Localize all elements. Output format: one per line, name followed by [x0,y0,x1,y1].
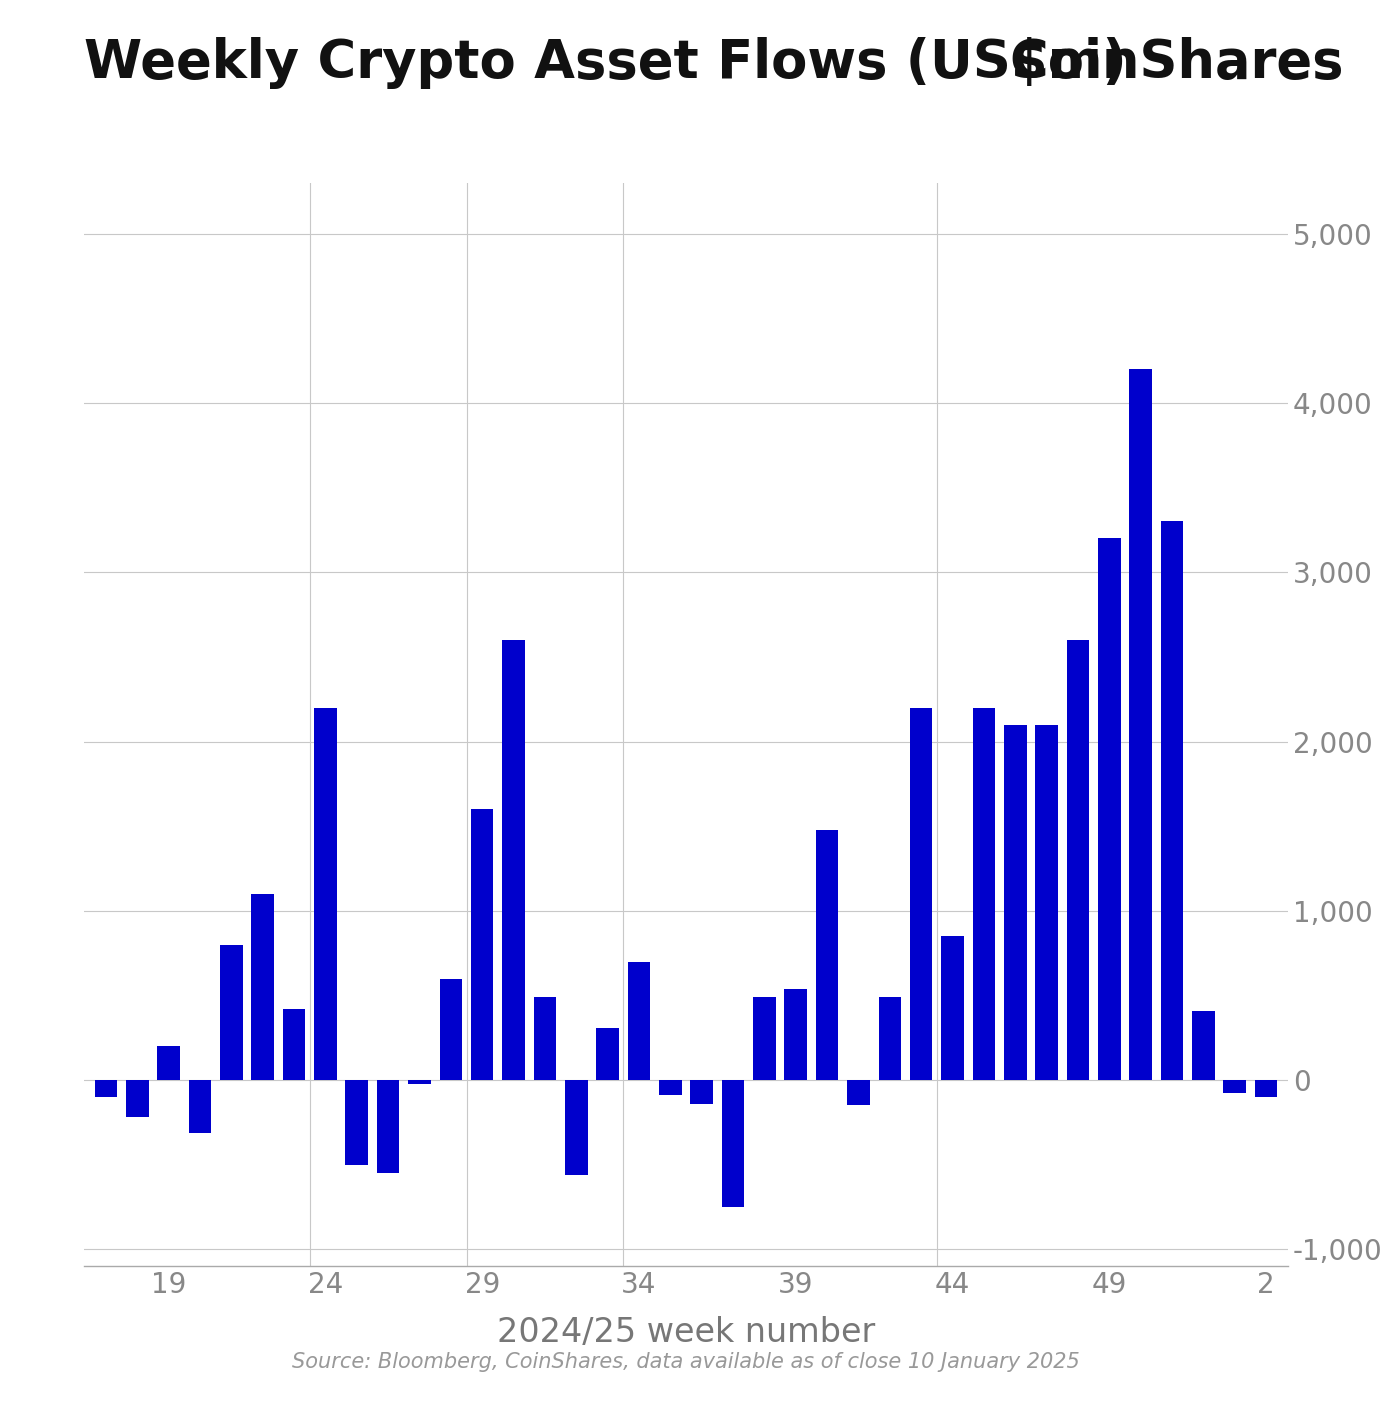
Bar [1191,1010,1215,1081]
Bar [533,998,556,1081]
Bar [1161,522,1183,1081]
Bar [346,1081,368,1165]
Bar [189,1081,211,1133]
Bar [1004,725,1026,1081]
Bar [220,944,242,1081]
Bar [753,998,776,1081]
Bar [690,1081,713,1103]
Bar [627,961,650,1081]
Bar [470,809,493,1081]
Bar [879,998,902,1081]
Bar [1130,369,1152,1081]
Bar [1067,640,1089,1081]
X-axis label: 2024/25 week number: 2024/25 week number [497,1316,875,1349]
Bar [1035,725,1058,1081]
Bar [847,1081,869,1104]
Bar [973,708,995,1081]
Text: CoinShares: CoinShares [1009,38,1344,89]
Bar [95,1081,118,1097]
Bar [722,1081,745,1207]
Bar [503,640,525,1081]
Bar [784,989,806,1081]
Bar [1254,1081,1277,1097]
Bar [314,708,337,1081]
Bar [566,1081,588,1175]
Bar [377,1081,399,1173]
Bar [157,1047,181,1081]
Bar [1224,1081,1246,1093]
Bar [1098,539,1120,1081]
Bar [409,1081,431,1085]
Bar [596,1027,619,1081]
Text: Weekly Crypto Asset Flows (US$m): Weekly Crypto Asset Flows (US$m) [84,38,1127,89]
Bar [126,1081,148,1117]
Bar [816,830,839,1081]
Bar [440,978,462,1081]
Text: Source: Bloomberg, CoinShares, data available as of close 10 January 2025: Source: Bloomberg, CoinShares, data avai… [293,1352,1079,1372]
Bar [941,936,963,1081]
Bar [252,893,274,1081]
Bar [910,708,932,1081]
Bar [659,1081,682,1095]
Bar [283,1009,305,1081]
